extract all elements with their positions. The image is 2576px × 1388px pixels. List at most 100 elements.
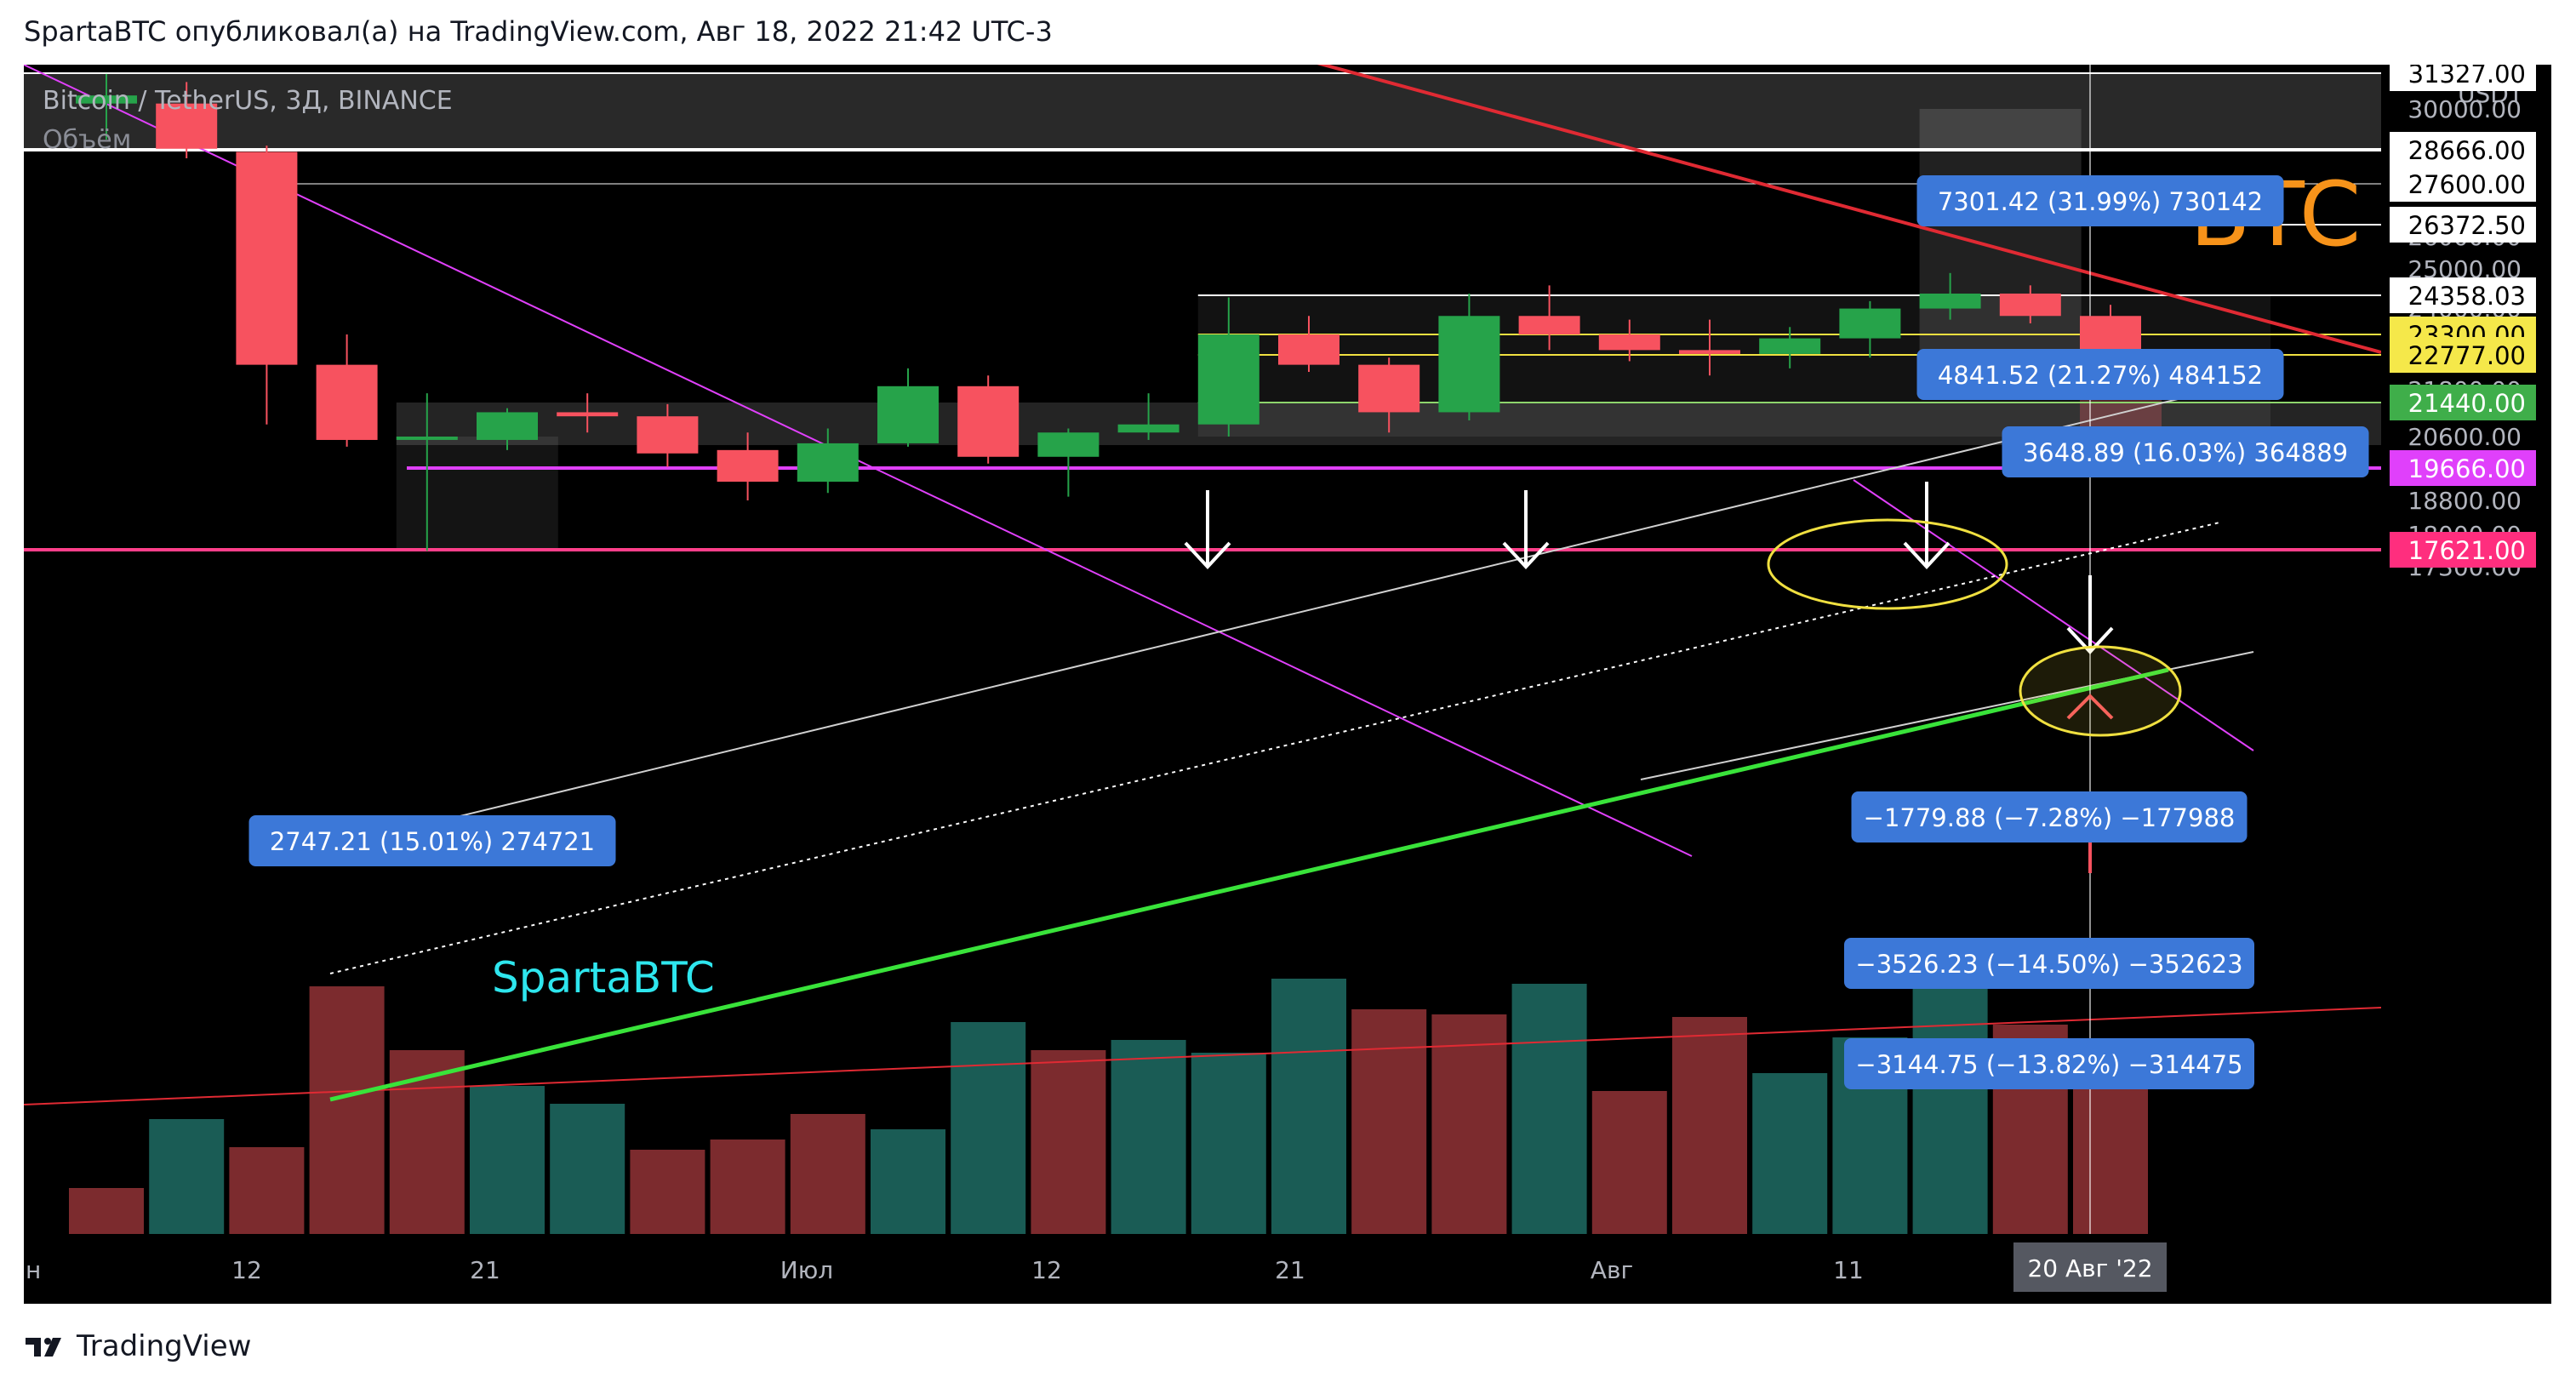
candle-body (717, 449, 779, 483)
price-level-tag-bg (2390, 166, 2536, 202)
time-axis-tick: Авг (1591, 1256, 1633, 1284)
price-axis-tick: 20600.00 (2408, 423, 2522, 451)
measure-label-text: −1779.88 (−7.28%) −177988 (1864, 803, 2236, 832)
price-level-tag-text: 19666.00 (2408, 454, 2526, 483)
price-level-tag: 28666.00 (2390, 132, 2536, 168)
down-arrow-2-head (1502, 541, 1550, 569)
price-level-tag: 24358.03 (2390, 277, 2536, 313)
candle-body (557, 412, 619, 417)
measure-label: 3648.89 (16.03%) 364889 (2002, 426, 2369, 477)
candle-body (1919, 293, 1981, 309)
price-level-tag-text: 28666.00 (2408, 136, 2526, 165)
time-axis-tick: 21 (470, 1256, 500, 1284)
price-level-tag: 31327.00 (2390, 65, 2536, 91)
symbol-title: Bitcoin / TetherUS, 3Д, BINANCE (43, 86, 453, 116)
candle-body (2080, 316, 2141, 351)
candle-body (1117, 424, 1179, 433)
price-level-tag-bg (2390, 337, 2536, 373)
channel-mid-line (329, 522, 2220, 974)
volume-bar (309, 986, 385, 1234)
price-level-tag-bg (2390, 277, 2536, 313)
red-volume-trend-line (24, 1007, 2382, 1105)
volume-bar (1672, 1017, 1747, 1234)
price-level-tag-text: 31327.00 (2408, 65, 2526, 89)
green-uptrend-line (329, 667, 2169, 1102)
price-level-tag: 17621.00 (2390, 532, 2536, 568)
candle-body (1598, 334, 1660, 351)
price-level-tag-text: 27600.00 (2408, 170, 2526, 199)
time-axis-bg (24, 1234, 2390, 1304)
volume-bar (2073, 1071, 2148, 1234)
volume-bar (1912, 986, 1988, 1234)
volume-bar (1271, 979, 1346, 1234)
price-level-tag-bg (2390, 65, 2536, 91)
volume-bar (149, 1119, 225, 1234)
measure-label-bg (1844, 1038, 2254, 1089)
measure-label-text: 7301.42 (31.99%) 730142 (1938, 187, 2263, 216)
time-axis-tick: 11 (1833, 1256, 1864, 1284)
price-level-tag: 19666.00 (2390, 450, 2536, 486)
highlight-ellipse-top (1767, 518, 2008, 610)
candle-body (1839, 308, 1901, 339)
candle-body (797, 443, 859, 483)
red-downtrend-line (1317, 65, 2382, 354)
candle-body (156, 103, 218, 149)
candle-body (1438, 316, 1500, 413)
author-watermark: SpartaBTC (492, 953, 715, 1002)
cursor-date-text: 20 Авг '22 (2027, 1254, 2152, 1282)
volume-bar (69, 1188, 144, 1234)
measure-label-text: 3648.89 (16.03%) 364889 (2023, 438, 2348, 467)
down-arrow-3-head (1903, 541, 1951, 569)
price-chart[interactable]: USDT30000.0028000.0026000.0025000.002400… (24, 65, 2551, 1304)
price-level-tag-text: 17621.00 (2408, 536, 2526, 565)
candle-body (236, 151, 298, 365)
volume-bar (1191, 1053, 1266, 1234)
candle-body (477, 412, 538, 440)
measure-label: 7301.42 (31.99%) 730142 (1916, 175, 2284, 226)
highlight-ellipse-bottom (2019, 645, 2182, 737)
chart-area[interactable]: USDT30000.0028000.0026000.0025000.002400… (24, 65, 2551, 1304)
measure-label-text: −3144.75 (−13.82%) −314475 (1855, 1050, 2242, 1079)
price-level-tag-text: 21440.00 (2408, 389, 2526, 418)
resistance-zone (24, 73, 2381, 150)
measure-label: −1779.88 (−7.28%) −177988 (1851, 791, 2248, 843)
volume-bar (790, 1114, 865, 1234)
tradingview-logo-icon (26, 1338, 61, 1357)
footer-brand: TradingView (24, 1328, 251, 1365)
magenta-short-trend-line (1853, 479, 2254, 751)
candle-body (316, 364, 378, 440)
time-axis-tick: 12 (231, 1256, 262, 1284)
price-level-tag: 22777.00 (2390, 337, 2536, 373)
candle-body (1197, 334, 1259, 425)
volume-bar (470, 1086, 545, 1234)
volume-bar (871, 1129, 945, 1234)
candle-body (957, 386, 1020, 457)
down-arrow-1-head (1184, 541, 1231, 569)
price-axis-tick: 18800.00 (2408, 487, 2522, 515)
measure-label: −3526.23 (−14.50%) −352623 (1844, 938, 2254, 989)
price-axis-tick: 30000.00 (2408, 95, 2522, 123)
time-axis-tick: 12 (1031, 1256, 1062, 1284)
candle-body (396, 437, 458, 440)
footer-brand-label: TradingView (77, 1329, 252, 1363)
volume-bar (1591, 1091, 1667, 1234)
down-arrow-4-head (2066, 626, 2114, 654)
measure-label-bg (248, 815, 616, 866)
price-level-tag-bg (2390, 132, 2536, 168)
volume-bar (1431, 1014, 1507, 1234)
cursor-date-bg (2013, 1242, 2167, 1292)
volume-bar (229, 1147, 305, 1234)
candle-body (1358, 364, 1420, 413)
measure-label-bg (1916, 175, 2284, 226)
volume-bar (1752, 1073, 1828, 1234)
candle-body (1518, 316, 1580, 334)
up-arrow-head-2 (2066, 694, 2114, 720)
cursor-date-tag: 20 Авг '22 (2013, 1242, 2167, 1292)
price-level-tag-bg (2390, 450, 2536, 486)
price-axis-bg (2381, 65, 2551, 1304)
measure-label: 4841.52 (21.27%) 484152 (1916, 349, 2284, 400)
candle-body (637, 416, 699, 454)
volume-bar (550, 1104, 625, 1234)
price-level-tag-text: 22777.00 (2408, 341, 2526, 370)
measure-label-bg (1844, 938, 2254, 989)
